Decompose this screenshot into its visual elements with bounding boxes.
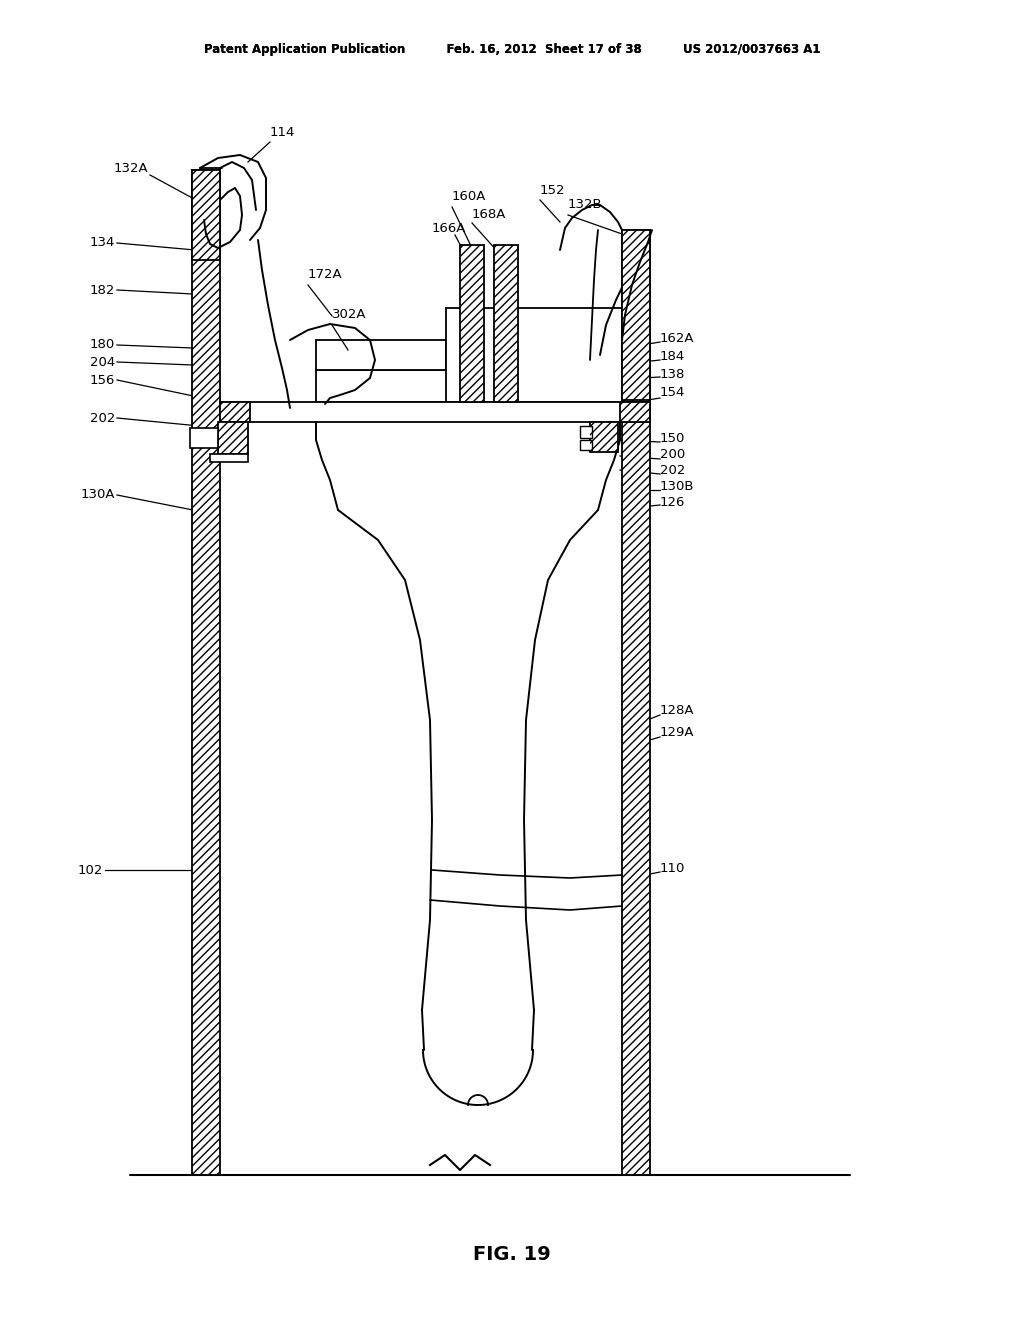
Bar bbox=[193, 170, 220, 1175]
Bar bbox=[620, 403, 650, 422]
Text: 156: 156 bbox=[90, 374, 115, 387]
Bar bbox=[580, 426, 592, 438]
Text: 102: 102 bbox=[78, 863, 103, 876]
Bar bbox=[446, 308, 622, 403]
Bar bbox=[622, 230, 650, 400]
Text: 126: 126 bbox=[660, 495, 685, 508]
Text: 134: 134 bbox=[90, 236, 115, 249]
Bar bbox=[193, 170, 220, 1175]
Text: 162A: 162A bbox=[660, 331, 694, 345]
Text: 132A: 132A bbox=[114, 161, 148, 174]
Text: 182: 182 bbox=[90, 284, 115, 297]
Text: 202: 202 bbox=[660, 463, 685, 477]
Bar bbox=[218, 422, 248, 454]
Text: 138: 138 bbox=[660, 367, 685, 380]
Text: 302A: 302A bbox=[332, 309, 367, 322]
Text: FIG. 19: FIG. 19 bbox=[473, 1246, 551, 1265]
Text: 200: 200 bbox=[660, 449, 685, 462]
Bar bbox=[193, 170, 220, 260]
Text: 202: 202 bbox=[90, 412, 115, 425]
Bar bbox=[210, 454, 248, 462]
Text: Patent Application Publication          Feb. 16, 2012  Sheet 17 of 38          U: Patent Application Publication Feb. 16, … bbox=[204, 44, 820, 57]
Text: 114: 114 bbox=[270, 127, 295, 140]
Bar bbox=[316, 341, 446, 370]
Bar bbox=[622, 230, 650, 1175]
Text: 152: 152 bbox=[540, 183, 565, 197]
Text: 168A: 168A bbox=[472, 209, 507, 222]
Bar bbox=[590, 422, 618, 451]
Bar bbox=[622, 230, 650, 400]
Text: 166A: 166A bbox=[432, 222, 466, 235]
Text: 154: 154 bbox=[660, 387, 685, 400]
Text: 184: 184 bbox=[660, 350, 685, 363]
Bar bbox=[590, 422, 618, 451]
Text: 130A: 130A bbox=[81, 488, 115, 502]
Bar bbox=[494, 246, 518, 403]
Text: 132B: 132B bbox=[568, 198, 603, 211]
Bar bbox=[494, 246, 518, 403]
Text: 129A: 129A bbox=[660, 726, 694, 738]
Bar bbox=[620, 403, 650, 422]
Bar bbox=[220, 403, 650, 422]
Text: 160A: 160A bbox=[452, 190, 486, 203]
Bar bbox=[622, 230, 650, 1175]
Bar bbox=[193, 170, 220, 260]
Bar bbox=[190, 428, 218, 447]
Text: 130B: 130B bbox=[660, 479, 694, 492]
Text: Patent Application Publication          Feb. 16, 2012  Sheet 17 of 38          U: Patent Application Publication Feb. 16, … bbox=[204, 44, 820, 57]
Bar bbox=[460, 246, 484, 403]
Text: 110: 110 bbox=[660, 862, 685, 874]
Bar bbox=[460, 246, 484, 403]
Bar bbox=[220, 403, 250, 422]
Text: 128A: 128A bbox=[660, 704, 694, 717]
Bar bbox=[580, 440, 592, 450]
Bar bbox=[218, 422, 248, 454]
Bar bbox=[220, 403, 250, 422]
Text: 172A: 172A bbox=[308, 268, 343, 281]
Text: 180: 180 bbox=[90, 338, 115, 351]
Bar bbox=[316, 370, 622, 403]
Text: 150: 150 bbox=[660, 432, 685, 445]
Text: 204: 204 bbox=[90, 355, 115, 368]
